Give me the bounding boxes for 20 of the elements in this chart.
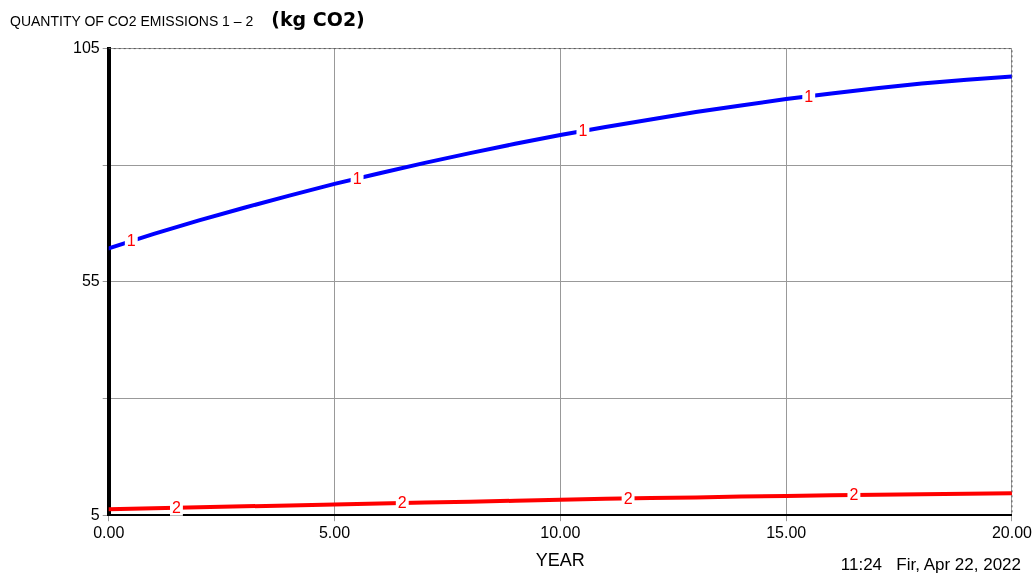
y-tick-label: 5 [90, 505, 100, 523]
y-tick-label: 105 [72, 39, 100, 57]
series-label: 1 [804, 87, 814, 105]
x-tick-label: 20.00 [991, 524, 1033, 542]
x-tick-label: 5.00 [318, 524, 351, 542]
text: 2 [171, 499, 181, 517]
x-tick-label: 15.00 [766, 524, 807, 542]
chart-title: QUANTITY OF CO2 EMISSIONS 1 – 2 [10, 13, 254, 29]
x-axis-title: YEAR [535, 550, 585, 571]
text: 1 [126, 232, 136, 250]
x-tick-label: 0.00 [93, 524, 125, 542]
y-tick-label: 55 [81, 272, 100, 290]
x-tick-label: 10.00 [540, 524, 581, 542]
text: 11:24 Fir, Apr 22, 2022 [840, 555, 1021, 575]
text: 1 [352, 169, 362, 187]
series-label: 2 [623, 489, 633, 507]
text: 1 [578, 122, 588, 140]
text: 2 [849, 486, 859, 504]
y-axis-title: (kg CO2) [271, 8, 365, 30]
text: 2 [397, 494, 407, 512]
